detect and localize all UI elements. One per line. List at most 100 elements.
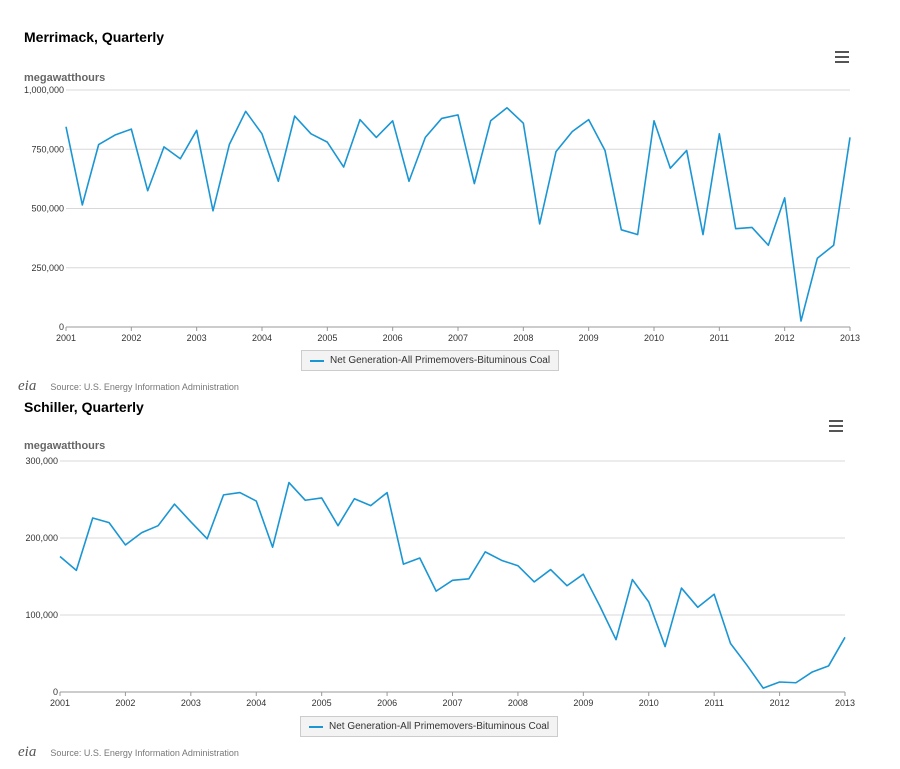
data-point (581, 572, 586, 577)
y-axis-unit-label: megawatthours (24, 440, 106, 452)
data-point (766, 243, 771, 248)
data-point (586, 117, 591, 122)
data-point (810, 669, 815, 674)
data-point (374, 135, 379, 140)
x-tick-label: 2006 (383, 333, 403, 343)
source-credit: eia Source: U.S. Energy Information Admi… (18, 744, 239, 761)
x-tick-label: 2003 (187, 333, 207, 343)
data-point (614, 637, 619, 642)
data-point (401, 562, 406, 567)
data-point (286, 480, 291, 485)
x-tick-label: 2010 (644, 333, 664, 343)
legend-label: Net Generation-All Primemovers-Bituminou… (330, 355, 551, 366)
data-point (243, 109, 248, 114)
data-point (646, 599, 651, 604)
data-point (237, 490, 242, 495)
hamburger-menu-icon[interactable] (829, 420, 843, 432)
data-point (472, 181, 477, 186)
data-point (701, 232, 706, 237)
data-point (733, 226, 738, 231)
data-point (341, 165, 346, 170)
data-point (358, 117, 363, 122)
y-tick-label: 0 (59, 322, 64, 332)
data-point (668, 166, 673, 171)
data-point (178, 156, 183, 161)
data-point (603, 148, 608, 153)
source-credit: eia Source: U.S. Energy Information Admi… (18, 378, 239, 395)
data-point (663, 644, 668, 649)
data-point (194, 128, 199, 133)
y-axis-unit-label: megawatthours (24, 72, 106, 84)
data-point (652, 118, 657, 123)
data-point (254, 499, 259, 504)
y-tick-label: 1,000,000 (24, 85, 64, 95)
data-point (505, 105, 510, 110)
data-point (80, 202, 85, 207)
x-tick-label: 2011 (710, 333, 729, 343)
data-point (450, 578, 455, 583)
data-point (434, 589, 439, 594)
eia-logo: eia (18, 744, 37, 760)
x-tick-label: 2001 (56, 333, 76, 343)
x-tick-label: 2013 (840, 333, 860, 343)
data-point (728, 641, 733, 646)
source-text: Source: U.S. Energy Information Administ… (50, 381, 239, 392)
hamburger-menu-icon[interactable] (835, 51, 849, 63)
merrimack-chart-panel: 0 250,000 500,000 750,000 1,000,000 2001 2002 2… (18, 29, 860, 395)
data-point (292, 114, 297, 119)
y-tick-label: 0 (53, 687, 58, 697)
legend-item[interactable]: Net Generation-All Primemovers-Bituminou… (300, 716, 559, 737)
data-point (570, 129, 575, 134)
x-tick-label: 2005 (317, 333, 337, 343)
x-tick-label: 2012 (770, 698, 790, 708)
data-point (777, 679, 782, 684)
data-point (211, 208, 216, 213)
data-point (521, 121, 526, 126)
eia-logo: eia (18, 378, 37, 394)
x-tick-label: 2010 (639, 698, 659, 708)
data-point (417, 556, 422, 561)
x-tick-label: 2007 (448, 333, 468, 343)
x-tick-label: 2004 (252, 333, 272, 343)
data-point (188, 519, 193, 524)
y-tick-label: 750,000 (31, 144, 64, 154)
data-point (483, 549, 488, 554)
y-tick-label: 250,000 (31, 263, 64, 273)
data-point (227, 142, 232, 147)
x-tick-label: 2002 (115, 698, 135, 708)
data-point (799, 319, 804, 324)
data-point (90, 515, 95, 520)
data-point (532, 579, 537, 584)
data-point (750, 225, 755, 230)
data-point (843, 635, 848, 640)
data-point (221, 492, 226, 497)
data-point (684, 148, 689, 153)
x-tick-label: 2009 (573, 698, 593, 708)
x-tick-label: 2005 (312, 698, 332, 708)
data-point (64, 124, 69, 129)
data-point (537, 221, 542, 226)
chart-title: Merrimack, Quarterly (24, 29, 165, 45)
series-line (65, 106, 851, 322)
x-tick-label: 2011 (704, 698, 723, 708)
data-point (695, 605, 700, 610)
legend-swatch (310, 359, 324, 362)
legend-label: Net Generation-All Primemovers-Bituminou… (329, 721, 550, 732)
data-point (390, 118, 395, 123)
merrimack-chart: 0 250,000 500,000 750,000 1,000,000 2001 2002 2… (24, 85, 860, 343)
y-tick-label: 500,000 (31, 204, 64, 214)
source-text: Source: U.S. Energy Information Administ… (50, 747, 239, 758)
y-tick-label: 300,000 (25, 456, 58, 466)
legend-swatch (309, 725, 323, 728)
schiller-chart-panel: 0 100,000 200,000 300,000 2001 2002 2003 2004 20… (0, 398, 900, 769)
data-point (793, 680, 798, 685)
data-point (554, 149, 559, 154)
legend-item[interactable]: Net Generation-All Primemovers-Bituminou… (301, 350, 560, 371)
data-point (679, 586, 684, 591)
data-point (205, 536, 210, 541)
data-point (515, 563, 520, 568)
data-point (717, 131, 722, 136)
data-point (456, 112, 461, 117)
data-point (96, 142, 101, 147)
data-point (744, 663, 749, 668)
